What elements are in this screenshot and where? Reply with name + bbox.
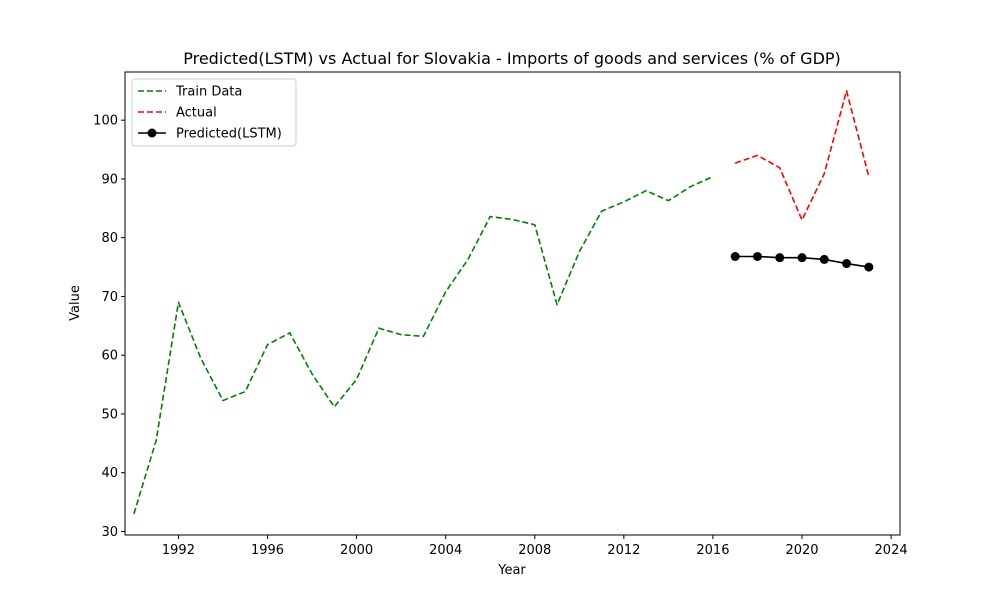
y-tick-label: 90 [101,172,118,187]
data-point-predicted-lstm [797,253,807,263]
y-tick-label: 80 [101,231,118,246]
x-tick-label: 2004 [429,543,462,558]
data-point-predicted-lstm [842,259,852,269]
legend-label-actual: Actual [176,106,217,121]
legend: Train Data Actual Predicted(LSTM) [131,78,297,147]
x-tick-label: 2000 [340,543,373,558]
plot-frame [124,71,901,536]
data-point-predicted-lstm [752,251,762,261]
y-tick-label: 30 [101,525,118,540]
y-tick-label: 50 [101,407,118,422]
x-axis-label: Year [497,563,526,578]
y-axis-label: Value [68,285,83,321]
legend-box [131,78,297,147]
legend-label-train-data: Train Data [175,85,242,100]
y-tick-label: 100 [93,114,118,129]
y-tick-label: 60 [101,349,118,364]
series-line-actual [734,90,870,221]
data-point-predicted-lstm [775,253,785,263]
y-tick-label: 40 [101,466,118,481]
x-tick-label: 1996 [251,543,284,558]
x-tick-label: 2024 [875,543,908,558]
x-tick-label: 2020 [785,543,818,558]
x-tick-label: 2008 [518,543,551,558]
data-point-predicted-lstm [730,251,740,261]
plot-area: 1992 1996 2000 2004 2008 2012 2016 2020 2024 30 40… [93,90,908,558]
chart-title: Predicted(LSTM) vs Actual for Slovakia -… [183,49,841,68]
x-tick-label: 2012 [607,543,640,558]
legend-marker-predicted-lstm [147,128,157,138]
x-tick-label: 1992 [162,543,195,558]
data-point-predicted-lstm [864,262,874,272]
y-tick-label: 70 [101,290,118,305]
legend-label-predicted-lstm: Predicted(LSTM) [176,127,282,142]
data-point-predicted-lstm [819,254,829,264]
x-tick-label: 2016 [696,543,729,558]
series-line-train-data [133,175,714,515]
